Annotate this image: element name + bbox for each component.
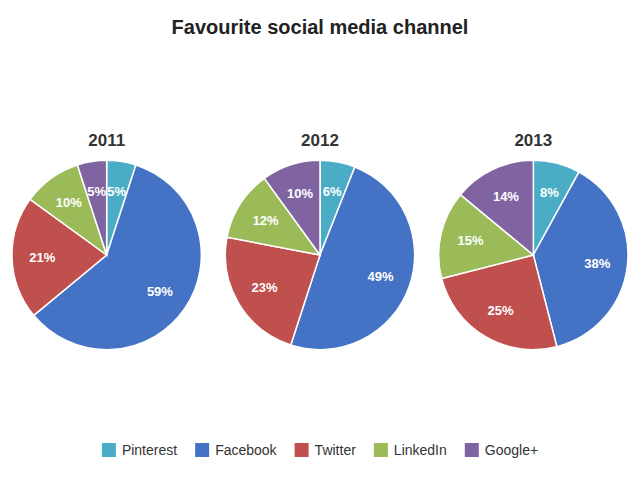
chart-title: Favourite social media channel <box>172 16 469 38</box>
legend-item: LinkedIn <box>374 442 447 458</box>
legend-label: Pinterest <box>122 442 177 458</box>
data-label: 8% <box>540 185 559 200</box>
data-label: 6% <box>323 184 342 199</box>
pie-title: 2013 <box>514 131 552 150</box>
data-label: 15% <box>457 233 483 248</box>
pie: 2012 6% 49% 23% 12% 10% <box>225 131 414 349</box>
legend-item: Pinterest <box>102 442 177 458</box>
legend-swatch <box>374 443 388 457</box>
chart: Favourite social media channel20115%59%2… <box>0 0 640 480</box>
legend-swatch <box>195 443 209 457</box>
legend-label: Google+ <box>485 442 538 458</box>
data-labels: 8% 38% 25% 15% 14% <box>457 185 610 318</box>
data-label: 21% <box>29 250 55 265</box>
legend-label: Facebook <box>215 442 277 458</box>
data-label: 23% <box>252 280 278 295</box>
data-label: 12% <box>253 213 279 228</box>
data-label: 10% <box>287 186 313 201</box>
pie-title: 2012 <box>301 131 339 150</box>
data-labels: 6% 49% 23% 12% 10% <box>252 184 394 295</box>
pie-slice <box>264 160 320 255</box>
legend-item: Twitter <box>295 442 357 458</box>
legend-swatch <box>102 443 116 457</box>
data-label: 59% <box>147 284 173 299</box>
legend-swatch <box>295 443 309 457</box>
data-label: 49% <box>368 269 394 284</box>
pie-title: 2011 <box>88 131 125 150</box>
pie: 2011 5% 59% 21% 10% 5% <box>12 131 201 349</box>
legend: Pinterest Facebook Twitter LinkedIn Google+ <box>102 442 538 458</box>
data-label: 25% <box>488 303 514 318</box>
data-label: 38% <box>584 256 610 271</box>
slices <box>439 160 628 349</box>
legend-swatch <box>465 443 479 457</box>
data-label: 14% <box>493 189 519 204</box>
data-label: 5% <box>107 184 126 199</box>
legend-label: LinkedIn <box>394 442 447 458</box>
legend-item: Google+ <box>465 442 538 458</box>
data-label: 5% <box>87 184 106 199</box>
data-labels: 5% 59% 21% 10% 5% <box>29 184 173 299</box>
data-label: 10% <box>56 195 82 210</box>
pie: 2013 8% 38% 25% 15% 14% <box>439 131 628 349</box>
slices <box>12 160 201 349</box>
slices <box>225 160 414 349</box>
legend-label: Twitter <box>315 442 357 458</box>
legend-item: Facebook <box>195 442 277 458</box>
pie-slice <box>225 237 320 345</box>
